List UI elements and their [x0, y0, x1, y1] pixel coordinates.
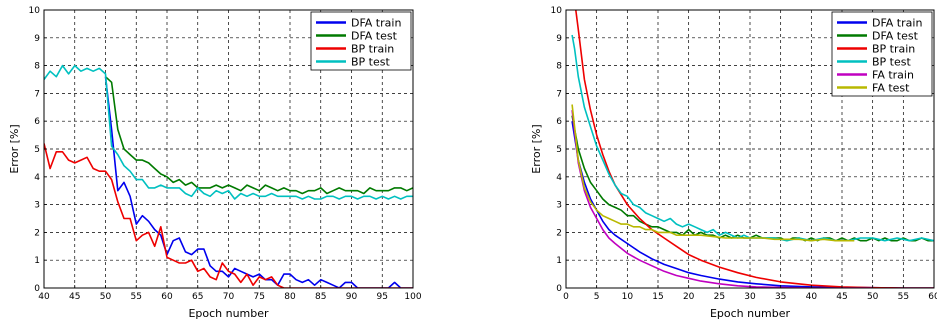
- x-tick-label: 60: [161, 292, 173, 302]
- y-tick-label: 0: [556, 284, 562, 294]
- x-tick-label: 0: [563, 292, 569, 302]
- legend-label: FA train: [872, 69, 914, 82]
- x-tick-label: 30: [744, 292, 756, 302]
- y-tick-label: 5: [34, 145, 40, 155]
- legend-label: DFA test: [872, 30, 919, 43]
- y-tick-label: 2: [34, 228, 40, 238]
- legend-label: DFA train: [872, 17, 922, 30]
- x-tick-label: 5: [594, 292, 600, 302]
- y-tick-label: 3: [34, 201, 40, 211]
- x-tick-label: 15: [652, 292, 663, 302]
- x-axis-label: Epoch number: [188, 307, 269, 320]
- x-tick-label: 55: [898, 292, 909, 302]
- x-tick-label: 50: [100, 292, 112, 302]
- x-tick-label: 10: [622, 292, 634, 302]
- series-line-bp-train: [575, 10, 934, 288]
- legend-label: FA test: [872, 82, 910, 95]
- y-tick-label: 6: [34, 117, 40, 127]
- series-line-bp-test: [44, 64, 413, 200]
- series-line-fa-train: [571, 110, 873, 288]
- x-tick-label: 40: [38, 292, 50, 302]
- y-tick-label: 10: [29, 6, 41, 16]
- x-tick-label: 55: [131, 292, 142, 302]
- x-tick-label: 65: [192, 292, 203, 302]
- legend-box: [831, 11, 933, 97]
- series-line-bp-train: [44, 143, 413, 288]
- legend-label: BP test: [872, 56, 911, 69]
- x-axis-label: Epoch number: [710, 307, 791, 320]
- y-tick-label: 4: [556, 173, 562, 183]
- y-axis-label: Error [%]: [8, 124, 21, 173]
- y-tick-label: 9: [34, 34, 40, 44]
- legend-label: BP test: [351, 56, 390, 69]
- x-tick-label: 75: [254, 292, 265, 302]
- legend-label: BP train: [351, 43, 394, 56]
- chart-left: 40 45 50 55 60 65 70 75 80 85 90 95 100012345678910E…: [8, 6, 422, 320]
- x-tick-label: 100: [404, 292, 421, 302]
- x-tick-label: 70: [223, 292, 235, 302]
- series-group: [571, 10, 934, 288]
- x-tick-label: 50: [867, 292, 879, 302]
- x-tick-label: 85: [315, 292, 326, 302]
- x-tick-label: 90: [346, 292, 358, 302]
- series-group: [44, 64, 413, 288]
- y-tick-label: 7: [34, 89, 40, 99]
- legend-label: DFA test: [351, 30, 398, 43]
- y-tick-label: 1: [556, 256, 562, 266]
- y-tick-label: 5: [556, 145, 562, 155]
- x-tick-label: 25: [714, 292, 725, 302]
- legend-label: DFA train: [351, 17, 401, 30]
- y-tick-label: 7: [556, 89, 562, 99]
- x-tick-label: 80: [284, 292, 296, 302]
- x-tick-label: 35: [775, 292, 786, 302]
- y-tick-label: 8: [556, 62, 562, 72]
- y-tick-label: 2: [556, 228, 562, 238]
- y-tick-label: 4: [34, 173, 40, 183]
- y-tick-label: 1: [34, 256, 40, 266]
- series-line-dfa-train: [104, 76, 413, 288]
- y-axis-label: Error [%]: [530, 124, 543, 173]
- legend-label: BP train: [872, 43, 915, 56]
- x-tick-label: 20: [683, 292, 695, 302]
- y-tick-label: 9: [556, 34, 562, 44]
- x-tick-label: 45: [836, 292, 847, 302]
- y-tick-label: 3: [556, 201, 562, 211]
- chart-right: 0 5 10 15 20 25 30 35 40 45 50 55 60012345678910Epoc…: [530, 6, 937, 320]
- x-tick-label: 40: [806, 292, 818, 302]
- x-tick-label: 60: [928, 292, 937, 302]
- series-line-dfa-test: [104, 76, 413, 195]
- x-tick-label: 45: [69, 292, 80, 302]
- y-tick-label: 0: [34, 284, 40, 294]
- y-tick-label: 8: [34, 62, 40, 72]
- x-tick-label: 95: [377, 292, 388, 302]
- y-tick-label: 10: [551, 6, 563, 16]
- y-tick-label: 6: [556, 117, 562, 127]
- series-line-fa-test: [571, 104, 855, 242]
